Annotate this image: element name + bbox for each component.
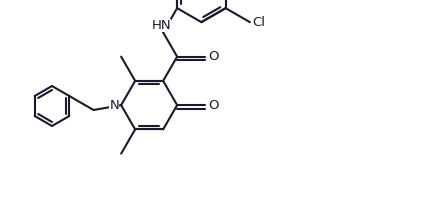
Text: N: N: [109, 99, 119, 112]
Text: Cl: Cl: [252, 16, 266, 29]
Text: HN: HN: [151, 19, 171, 32]
Text: O: O: [208, 99, 218, 112]
Text: O: O: [208, 50, 218, 63]
